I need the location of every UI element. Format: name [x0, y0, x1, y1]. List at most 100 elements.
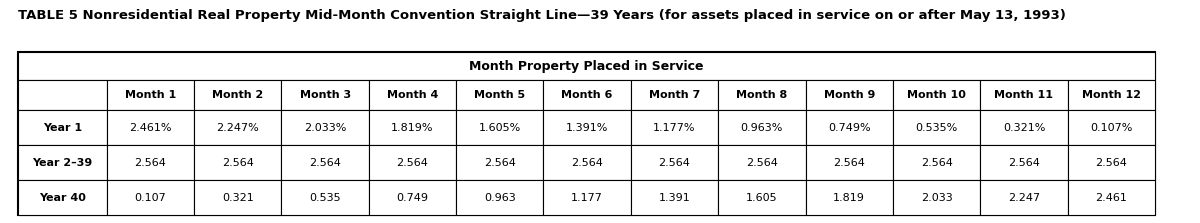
Bar — [1068, 110, 1156, 145]
Bar — [368, 80, 456, 110]
Bar — [631, 110, 719, 145]
Text: Month 10: Month 10 — [907, 90, 966, 100]
Bar — [544, 110, 631, 145]
Text: Month 9: Month 9 — [823, 90, 875, 100]
Bar — [368, 180, 456, 215]
Text: 2.461%: 2.461% — [130, 123, 172, 133]
Text: 0.535%: 0.535% — [916, 123, 958, 133]
Bar — [1068, 145, 1156, 180]
Bar — [719, 180, 805, 215]
Bar — [194, 80, 282, 110]
Text: Month 5: Month 5 — [474, 90, 526, 100]
Text: 0.963: 0.963 — [484, 192, 516, 202]
Bar — [893, 145, 980, 180]
Text: TABLE 5 Nonresidential Real Property Mid-Month Convention Straight Line—39 Years: TABLE 5 Nonresidential Real Property Mid… — [18, 9, 1066, 22]
Text: 2.564: 2.564 — [484, 158, 516, 168]
Bar — [1068, 80, 1156, 110]
Bar — [1068, 180, 1156, 215]
Bar — [719, 80, 805, 110]
Text: 2.564: 2.564 — [571, 158, 604, 168]
Text: 0.321: 0.321 — [222, 192, 253, 202]
Bar — [18, 52, 1154, 80]
Bar — [107, 80, 194, 110]
Bar — [18, 110, 107, 145]
Bar — [805, 180, 893, 215]
Text: 2.564: 2.564 — [134, 158, 167, 168]
Bar — [631, 145, 719, 180]
Text: Month 3: Month 3 — [300, 90, 350, 100]
Text: 0.107: 0.107 — [134, 192, 167, 202]
Text: 2.247: 2.247 — [1008, 192, 1040, 202]
Text: 2.564: 2.564 — [659, 158, 690, 168]
Bar — [893, 110, 980, 145]
Text: 2.564: 2.564 — [222, 158, 253, 168]
Bar — [631, 80, 719, 110]
Text: Month 4: Month 4 — [386, 90, 438, 100]
Bar — [893, 80, 980, 110]
Text: 1.391%: 1.391% — [566, 123, 608, 133]
Text: 2.564: 2.564 — [746, 158, 778, 168]
Bar — [805, 80, 893, 110]
Bar — [719, 145, 805, 180]
Bar — [194, 145, 282, 180]
Text: Year 1: Year 1 — [43, 123, 82, 133]
Text: Month Property Placed in Service: Month Property Placed in Service — [469, 60, 703, 73]
Bar — [893, 180, 980, 215]
Text: Month 12: Month 12 — [1082, 90, 1141, 100]
Text: Month 11: Month 11 — [995, 90, 1054, 100]
Text: 0.321%: 0.321% — [1003, 123, 1045, 133]
Text: 2.564: 2.564 — [833, 158, 865, 168]
Bar — [980, 110, 1068, 145]
Text: 2.033%: 2.033% — [304, 123, 347, 133]
Bar — [368, 110, 456, 145]
Text: Year 40: Year 40 — [38, 192, 85, 202]
Text: 1.177%: 1.177% — [653, 123, 696, 133]
Bar — [544, 145, 631, 180]
Text: 2.564: 2.564 — [1096, 158, 1127, 168]
Bar — [368, 145, 456, 180]
Text: 0.107%: 0.107% — [1090, 123, 1133, 133]
Bar — [456, 145, 544, 180]
Bar — [980, 80, 1068, 110]
Text: 2.564: 2.564 — [1008, 158, 1040, 168]
Bar — [631, 180, 719, 215]
Bar — [107, 145, 194, 180]
Bar — [282, 110, 368, 145]
Text: 2.247%: 2.247% — [216, 123, 259, 133]
Text: 0.749: 0.749 — [396, 192, 428, 202]
Bar — [18, 80, 107, 110]
Text: 1.819: 1.819 — [833, 192, 865, 202]
Bar — [282, 80, 368, 110]
Bar — [980, 145, 1068, 180]
Text: 1.819%: 1.819% — [391, 123, 433, 133]
Bar — [194, 110, 282, 145]
Text: 0.535: 0.535 — [310, 192, 341, 202]
Bar — [282, 180, 368, 215]
Text: 2.461: 2.461 — [1096, 192, 1127, 202]
Bar — [18, 52, 1154, 215]
Text: Month 7: Month 7 — [649, 90, 700, 100]
Text: 2.564: 2.564 — [310, 158, 341, 168]
Bar — [719, 110, 805, 145]
Text: Year 2–39: Year 2–39 — [32, 158, 92, 168]
Text: 0.963%: 0.963% — [740, 123, 784, 133]
Bar — [18, 145, 107, 180]
Text: 1.605: 1.605 — [746, 192, 778, 202]
Text: Month 6: Month 6 — [562, 90, 613, 100]
Bar — [980, 180, 1068, 215]
Bar — [456, 80, 544, 110]
Bar — [107, 180, 194, 215]
Bar — [194, 180, 282, 215]
Bar — [282, 145, 368, 180]
Text: 1.605%: 1.605% — [479, 123, 521, 133]
Bar — [456, 180, 544, 215]
Bar — [18, 180, 107, 215]
Text: Month 1: Month 1 — [125, 90, 176, 100]
Bar — [107, 110, 194, 145]
Text: 2.033: 2.033 — [920, 192, 953, 202]
Text: 2.564: 2.564 — [920, 158, 953, 168]
Text: Month 8: Month 8 — [737, 90, 787, 100]
Bar — [544, 180, 631, 215]
Text: 1.391: 1.391 — [659, 192, 690, 202]
Text: 1.177: 1.177 — [571, 192, 604, 202]
